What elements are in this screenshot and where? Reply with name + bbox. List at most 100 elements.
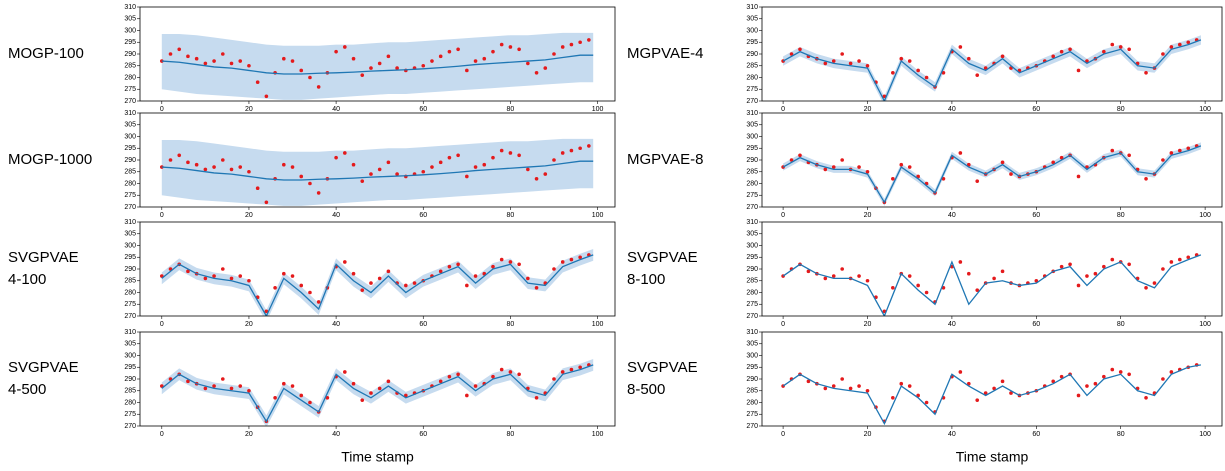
data-point: [857, 165, 861, 169]
data-point: [456, 372, 460, 377]
data-point: [395, 172, 399, 176]
data-point: [499, 148, 504, 153]
data-point: [983, 66, 988, 70]
data-point: [465, 283, 469, 288]
data-point: [857, 59, 861, 63]
x-tick-label: 40: [332, 212, 340, 219]
y-tick-label: 290: [124, 157, 136, 164]
data-point: [482, 162, 487, 167]
data-point: [1169, 45, 1174, 49]
data-point: [447, 155, 452, 160]
y-tick-label: 305: [124, 341, 136, 348]
data-point: [1110, 148, 1115, 153]
y-tick-label: 290: [746, 157, 758, 164]
data-point: [1169, 370, 1174, 374]
y-tick-label: 275: [124, 301, 136, 308]
data-point: [1076, 393, 1081, 398]
data-point: [238, 59, 243, 63]
y-tick-label: 305: [746, 16, 758, 23]
panel: 270 275 280 285 290 295 300 305 310 0 20 40 60 80 100 S…: [627, 219, 1223, 328]
x-tick-label: 20: [864, 431, 872, 438]
data-point: [299, 174, 304, 179]
data-point: [1000, 54, 1005, 59]
data-point: [552, 158, 556, 162]
data-point: [1127, 262, 1131, 267]
data-point: [247, 63, 251, 68]
x-tick-label: 100: [592, 431, 604, 438]
y-tick-label: 285: [746, 388, 758, 395]
data-point: [958, 370, 963, 374]
x-tick-label: 80: [507, 106, 515, 113]
data-point: [194, 162, 199, 167]
data-point: [899, 56, 904, 61]
data-point: [543, 172, 548, 176]
data-point: [351, 162, 356, 167]
data-point: [412, 281, 417, 285]
data-point: [255, 80, 260, 84]
data-point: [907, 165, 912, 169]
data-point: [848, 61, 853, 66]
y-tick-label: 290: [124, 266, 136, 273]
y-tick-label: 290: [746, 266, 758, 273]
data-point: [517, 47, 521, 52]
y-tick-label: 310: [124, 329, 136, 336]
data-point: [587, 38, 591, 42]
data-point: [1093, 381, 1098, 386]
data-point: [1144, 286, 1148, 290]
x-tick-label: 40: [948, 106, 956, 113]
x-tick-label: 20: [864, 212, 872, 219]
data-point: [264, 94, 269, 99]
x-tick-label: 40: [332, 321, 340, 328]
data-point: [282, 271, 286, 276]
data-point: [1051, 379, 1055, 384]
data-point: [552, 377, 556, 381]
y-tick-label: 290: [746, 376, 758, 383]
data-point: [238, 384, 243, 388]
y-tick-label: 280: [124, 399, 136, 406]
data-point: [924, 75, 929, 80]
y-tick-label: 310: [124, 4, 136, 11]
x-tick-label: 60: [419, 106, 427, 113]
data-point: [212, 59, 216, 63]
plot-area: [159, 138, 594, 206]
data-point: [491, 49, 495, 54]
data-point: [1177, 257, 1182, 262]
data-point: [1000, 269, 1005, 274]
y-tick-label: 300: [124, 242, 136, 249]
x-tick-label: 60: [1032, 212, 1040, 219]
y-tick-label: 285: [746, 278, 758, 285]
panel-label: SVGPVAE: [8, 249, 79, 266]
data-point: [508, 260, 513, 264]
data-point: [916, 174, 920, 179]
x-tick-label: 60: [419, 431, 427, 438]
data-point: [308, 181, 312, 186]
data-point: [1169, 151, 1174, 155]
x-tick-label: 80: [1117, 321, 1125, 328]
x-tick-label: 20: [245, 212, 253, 219]
data-point: [421, 63, 426, 68]
data-point: [229, 61, 234, 66]
x-tick-label: 40: [948, 212, 956, 219]
data-point: [840, 267, 844, 271]
confidence-band: [161, 249, 594, 316]
data-point: [1076, 174, 1081, 179]
axes-frame: [139, 221, 616, 317]
panel: 270 275 280 285 290 295 300 305 310 0 20 40 60 80 100 S…: [627, 329, 1223, 465]
data-point: [290, 274, 295, 278]
data-point: [1110, 42, 1115, 47]
data-point: [177, 47, 182, 52]
data-point: [203, 386, 208, 391]
data-point: [966, 381, 971, 386]
data-point: [220, 267, 225, 271]
data-point: [220, 52, 225, 56]
data-point: [316, 191, 321, 195]
panel: 270 275 280 285 290 295 300 305 310 0 20 40 60 80 100 S…: [8, 219, 616, 328]
panel-label: 8-100: [627, 271, 665, 288]
y-tick-label: 285: [746, 63, 758, 70]
y-tick-label: 295: [746, 145, 758, 152]
data-point: [360, 73, 365, 77]
y-tick-label: 295: [124, 364, 136, 371]
data-point: [983, 391, 988, 395]
data-point: [247, 278, 251, 283]
y-tick-label: 285: [124, 63, 136, 70]
